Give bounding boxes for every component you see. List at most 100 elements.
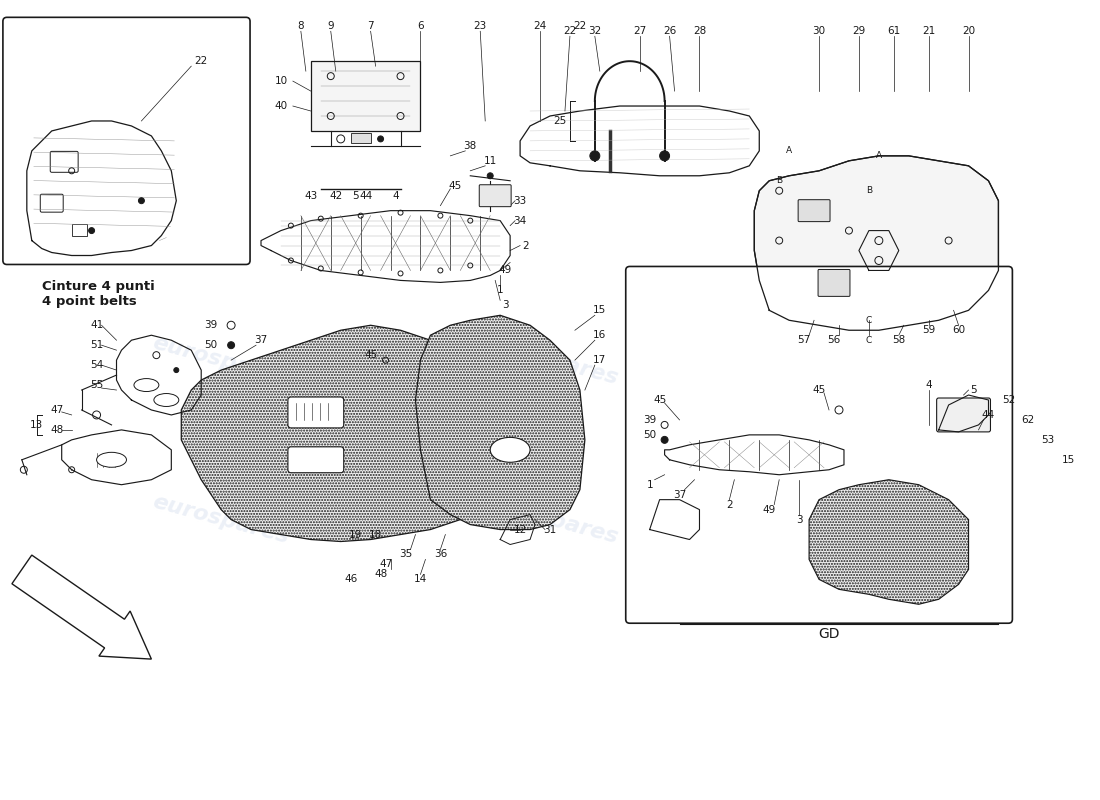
Text: C: C (866, 336, 872, 345)
Text: 39: 39 (644, 415, 657, 425)
Ellipse shape (97, 452, 126, 467)
FancyBboxPatch shape (51, 151, 78, 172)
Text: 35: 35 (399, 550, 412, 559)
Polygon shape (182, 326, 510, 542)
Text: 36: 36 (433, 550, 447, 559)
Polygon shape (416, 315, 585, 530)
Text: 61: 61 (888, 26, 901, 36)
Text: 44: 44 (982, 410, 996, 420)
Text: 45: 45 (813, 385, 826, 395)
Text: 3: 3 (795, 514, 802, 525)
Text: 7: 7 (367, 22, 374, 31)
Text: eurospares: eurospares (151, 332, 292, 388)
Text: 57: 57 (798, 335, 811, 346)
Text: 5: 5 (970, 385, 977, 395)
FancyBboxPatch shape (288, 397, 343, 428)
FancyBboxPatch shape (3, 18, 250, 265)
Text: 15: 15 (593, 306, 606, 315)
Text: 43: 43 (305, 190, 318, 201)
Circle shape (228, 342, 234, 349)
Text: 52: 52 (1002, 395, 1015, 405)
Text: 14: 14 (414, 574, 427, 584)
FancyBboxPatch shape (311, 61, 420, 131)
FancyBboxPatch shape (41, 194, 63, 212)
Text: 50: 50 (644, 430, 657, 440)
Text: 18: 18 (368, 530, 382, 539)
Text: 45: 45 (653, 395, 667, 405)
Text: 37: 37 (254, 335, 267, 346)
Ellipse shape (491, 438, 530, 462)
Text: B: B (866, 186, 872, 195)
Text: 54: 54 (90, 360, 103, 370)
FancyBboxPatch shape (626, 266, 1012, 623)
Circle shape (661, 436, 668, 443)
Text: 45: 45 (449, 181, 462, 190)
Text: 53: 53 (1042, 435, 1055, 445)
FancyBboxPatch shape (818, 270, 850, 296)
Text: 51: 51 (90, 340, 103, 350)
Text: 1: 1 (497, 286, 504, 295)
Text: eurospares: eurospares (748, 332, 890, 388)
Text: A: A (876, 151, 882, 160)
FancyBboxPatch shape (288, 447, 343, 473)
FancyBboxPatch shape (480, 185, 512, 206)
Text: 17: 17 (593, 355, 606, 365)
Text: 45: 45 (364, 350, 377, 360)
Bar (72, 224, 87, 235)
Circle shape (590, 151, 600, 161)
Circle shape (139, 198, 144, 204)
Ellipse shape (154, 394, 179, 406)
Text: 59: 59 (922, 326, 935, 335)
Text: 50: 50 (205, 340, 218, 350)
Text: 49: 49 (498, 266, 512, 275)
Text: C: C (866, 316, 872, 325)
FancyArrow shape (12, 555, 152, 659)
Text: 24: 24 (534, 22, 547, 31)
Text: 19: 19 (349, 530, 362, 539)
Circle shape (89, 228, 95, 234)
Text: eurospares: eurospares (480, 492, 620, 547)
Text: 55: 55 (90, 380, 103, 390)
Text: 15: 15 (1062, 454, 1075, 465)
Ellipse shape (134, 378, 158, 391)
Text: 62: 62 (1022, 415, 1035, 425)
Text: 38: 38 (464, 141, 477, 151)
Polygon shape (755, 156, 999, 330)
Text: 29: 29 (852, 26, 866, 36)
Text: 16: 16 (593, 330, 606, 340)
Text: 37: 37 (673, 490, 686, 500)
Text: 47: 47 (378, 559, 393, 570)
Text: 27: 27 (634, 26, 647, 36)
Text: 1: 1 (647, 480, 653, 490)
Text: 32: 32 (588, 26, 602, 36)
Text: 8: 8 (298, 22, 305, 31)
Text: 49: 49 (762, 505, 776, 514)
Text: 60: 60 (952, 326, 965, 335)
FancyBboxPatch shape (937, 398, 990, 432)
Text: 33: 33 (514, 196, 527, 206)
Text: eurospares: eurospares (151, 492, 292, 547)
Text: 26: 26 (663, 26, 676, 36)
Text: 4: 4 (393, 190, 399, 201)
Text: 42: 42 (329, 190, 342, 201)
Text: 48: 48 (51, 425, 64, 435)
Text: 22: 22 (195, 56, 208, 66)
Circle shape (174, 368, 179, 373)
Text: 31: 31 (543, 525, 557, 534)
Text: 40: 40 (274, 101, 287, 111)
Text: 39: 39 (205, 320, 218, 330)
Text: 12: 12 (514, 525, 527, 534)
Text: 9: 9 (328, 22, 334, 31)
Text: 22: 22 (563, 26, 576, 36)
Text: 23: 23 (474, 22, 487, 31)
Text: A: A (786, 146, 792, 155)
Text: 4: 4 (925, 380, 932, 390)
Text: 10: 10 (274, 76, 287, 86)
Text: 3: 3 (502, 300, 508, 310)
Text: 47: 47 (51, 405, 64, 415)
Polygon shape (810, 480, 968, 604)
Text: Cinture 4 punti
4 point belts: Cinture 4 punti 4 point belts (42, 281, 154, 309)
Text: 44: 44 (359, 190, 372, 201)
Text: B: B (777, 176, 782, 186)
Text: 58: 58 (892, 335, 905, 346)
